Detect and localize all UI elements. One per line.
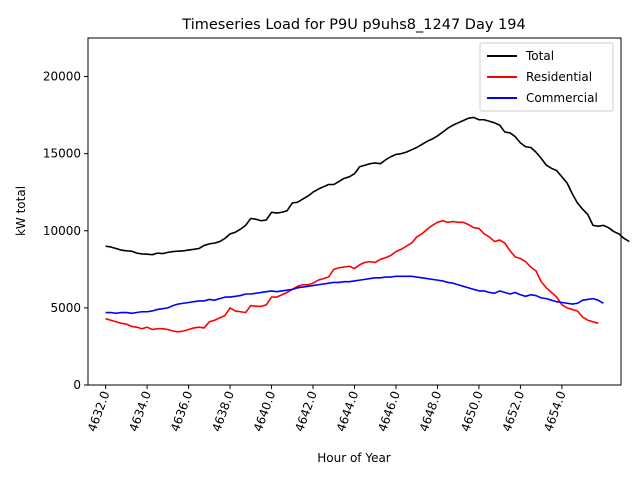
legend: Total Residential Commercial xyxy=(479,42,614,112)
series-line-total xyxy=(105,116,630,256)
series-line-residential xyxy=(105,219,599,333)
y-tick-label: 20000 xyxy=(43,70,81,84)
series-line-commercial xyxy=(105,275,604,315)
chart-title: Timeseries Load for P9U p9uhs8_1247 Day … xyxy=(181,17,525,33)
y-axis: 0 5000 10000 15000 20000 xyxy=(43,70,88,392)
legend-box xyxy=(479,42,614,112)
plot-lines xyxy=(105,116,630,333)
y-tick-label: 10000 xyxy=(43,224,81,238)
legend-label-commercial: Commercial xyxy=(526,91,598,105)
legend-label-residential: Residential xyxy=(526,70,592,84)
y-axis-label: kW total xyxy=(14,186,28,236)
y-tick-label: 15000 xyxy=(43,147,81,161)
x-axis-label: Hour of Year xyxy=(317,451,391,465)
y-tick-label: 0 xyxy=(73,378,81,392)
y-tick-label: 5000 xyxy=(50,301,81,315)
legend-label-total: Total xyxy=(525,49,554,63)
